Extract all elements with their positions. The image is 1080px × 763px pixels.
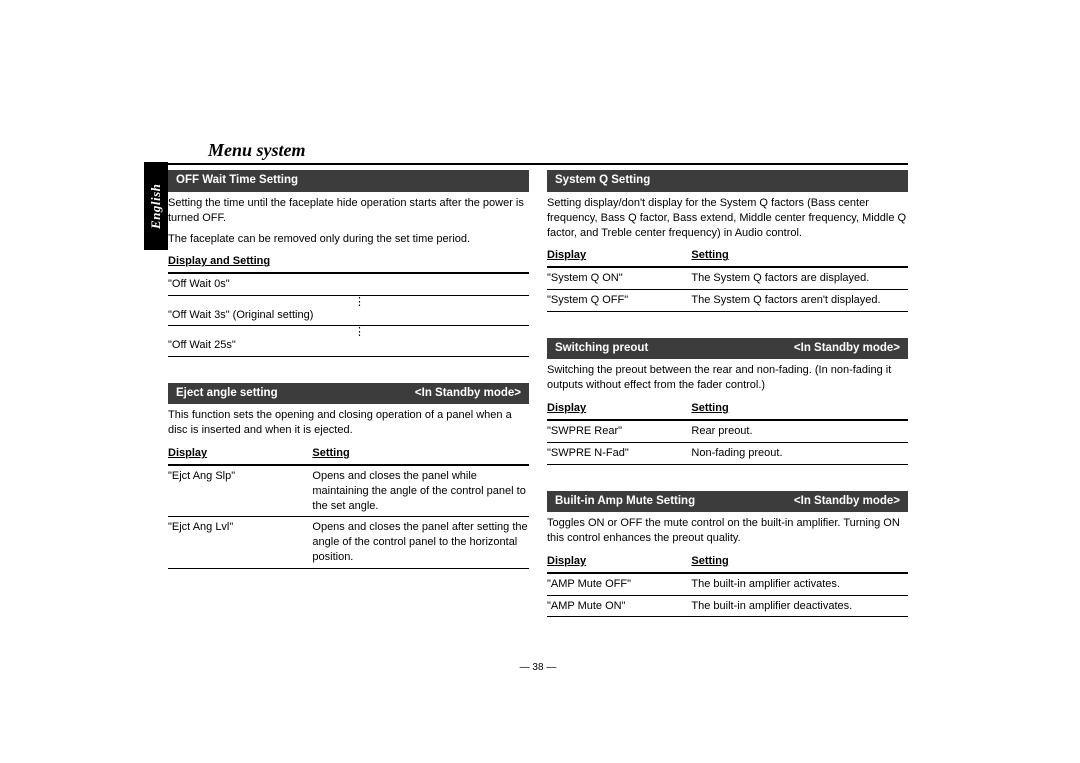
section-desc: Setting display/don't display for the Sy… <box>547 196 908 241</box>
language-tab: English <box>144 162 168 250</box>
section-title: Built-in Amp Mute Setting <box>555 494 695 510</box>
table-cell: "System Q ON" <box>547 271 691 286</box>
vertical-ellipsis-icon: ⋮ <box>168 327 529 336</box>
section-off-wait: OFF Wait Time Setting Setting the time u… <box>168 170 529 357</box>
section-header: System Q Setting <box>547 170 908 192</box>
page-number: — 38 — <box>168 661 908 675</box>
vertical-ellipsis-icon: ⋮ <box>168 297 529 306</box>
rule-icon <box>168 464 529 466</box>
table-cell: Opens and closes the panel after setting… <box>312 520 529 565</box>
left-column: OFF Wait Time Setting Setting the time u… <box>168 170 529 643</box>
section-title: System Q Setting <box>555 173 650 189</box>
table-cell: "SWPRE N-Fad" <box>547 446 691 461</box>
table-cell: "System Q OFF" <box>547 293 691 308</box>
section-title: Eject angle setting <box>176 386 278 402</box>
table-cell: The System Q factors aren't displayed. <box>691 293 908 308</box>
table-header: Setting <box>691 248 908 263</box>
section-switching-preout: Switching preout <In Standby mode> Switc… <box>547 338 908 465</box>
section-mode: <In Standby mode> <box>794 341 900 357</box>
section-header: Eject angle setting <In Standby mode> <box>168 383 529 405</box>
rule-icon <box>547 616 908 617</box>
rule-icon <box>168 272 529 274</box>
section-desc: The faceplate can be removed only during… <box>168 232 529 247</box>
section-header: Switching preout <In Standby mode> <box>547 338 908 360</box>
rule-icon <box>547 419 908 421</box>
table-header: Display <box>168 446 312 461</box>
rule-icon <box>168 325 529 326</box>
table-cell: "AMP Mute OFF" <box>547 577 691 592</box>
rule-icon <box>168 295 529 296</box>
section-mode: <In Standby mode> <box>415 386 521 402</box>
section-header: Built-in Amp Mute Setting <In Standby mo… <box>547 491 908 513</box>
manual-page: English Menu system OFF Wait Time Settin… <box>168 138 908 675</box>
right-column: System Q Setting Setting display/don't d… <box>547 170 908 643</box>
rule-icon <box>547 595 908 596</box>
table-cell: Rear preout. <box>691 424 908 439</box>
table-header: Display <box>547 401 691 416</box>
table-cell: "Off Wait 25s" <box>168 338 529 353</box>
section-title: OFF Wait Time Setting <box>176 173 298 189</box>
rule-icon <box>168 568 529 569</box>
rule-icon <box>547 442 908 443</box>
section-eject-angle: Eject angle setting <In Standby mode> Th… <box>168 383 529 569</box>
table-header: Display and Setting <box>168 254 529 269</box>
table-cell: Opens and closes the panel while maintai… <box>312 469 529 514</box>
title-rule: Menu system <box>168 138 908 165</box>
table-cell: "SWPRE Rear" <box>547 424 691 439</box>
table-header: Setting <box>691 401 908 416</box>
table-header: Setting <box>691 554 908 569</box>
section-desc: Switching the preout between the rear an… <box>547 363 908 393</box>
section-desc: This function sets the opening and closi… <box>168 408 529 438</box>
table-header: Display <box>547 248 691 263</box>
section-desc: Toggles ON or OFF the mute control on th… <box>547 516 908 546</box>
section-desc: Setting the time until the faceplate hid… <box>168 196 529 226</box>
section-title: Switching preout <box>555 341 648 357</box>
rule-icon <box>168 356 529 357</box>
table-cell: "AMP Mute ON" <box>547 599 691 614</box>
table-cell: Non-fading preout. <box>691 446 908 461</box>
table-cell: The built-in amplifier activates. <box>691 577 908 592</box>
table-cell: "Off Wait 0s" <box>168 277 529 292</box>
section-mode: <In Standby mode> <box>794 494 900 510</box>
table-cell: "Ejct Ang Slp" <box>168 469 312 514</box>
table-cell: The System Q factors are displayed. <box>691 271 908 286</box>
section-header: OFF Wait Time Setting <box>168 170 529 192</box>
table-cell: The built-in amplifier deactivates. <box>691 599 908 614</box>
rule-icon <box>547 311 908 312</box>
section-system-q: System Q Setting Setting display/don't d… <box>547 170 908 312</box>
table-cell: "Ejct Ang Lvl" <box>168 520 312 565</box>
rule-icon <box>547 464 908 465</box>
rule-icon <box>547 289 908 290</box>
page-title: Menu system <box>168 138 908 162</box>
rule-icon <box>547 266 908 268</box>
rule-icon <box>168 516 529 517</box>
rule-icon <box>547 572 908 574</box>
table-cell: "Off Wait 3s" (Original setting) <box>168 308 529 323</box>
table-header: Display <box>547 554 691 569</box>
section-amp-mute: Built-in Amp Mute Setting <In Standby mo… <box>547 491 908 618</box>
table-header: Setting <box>312 446 529 461</box>
